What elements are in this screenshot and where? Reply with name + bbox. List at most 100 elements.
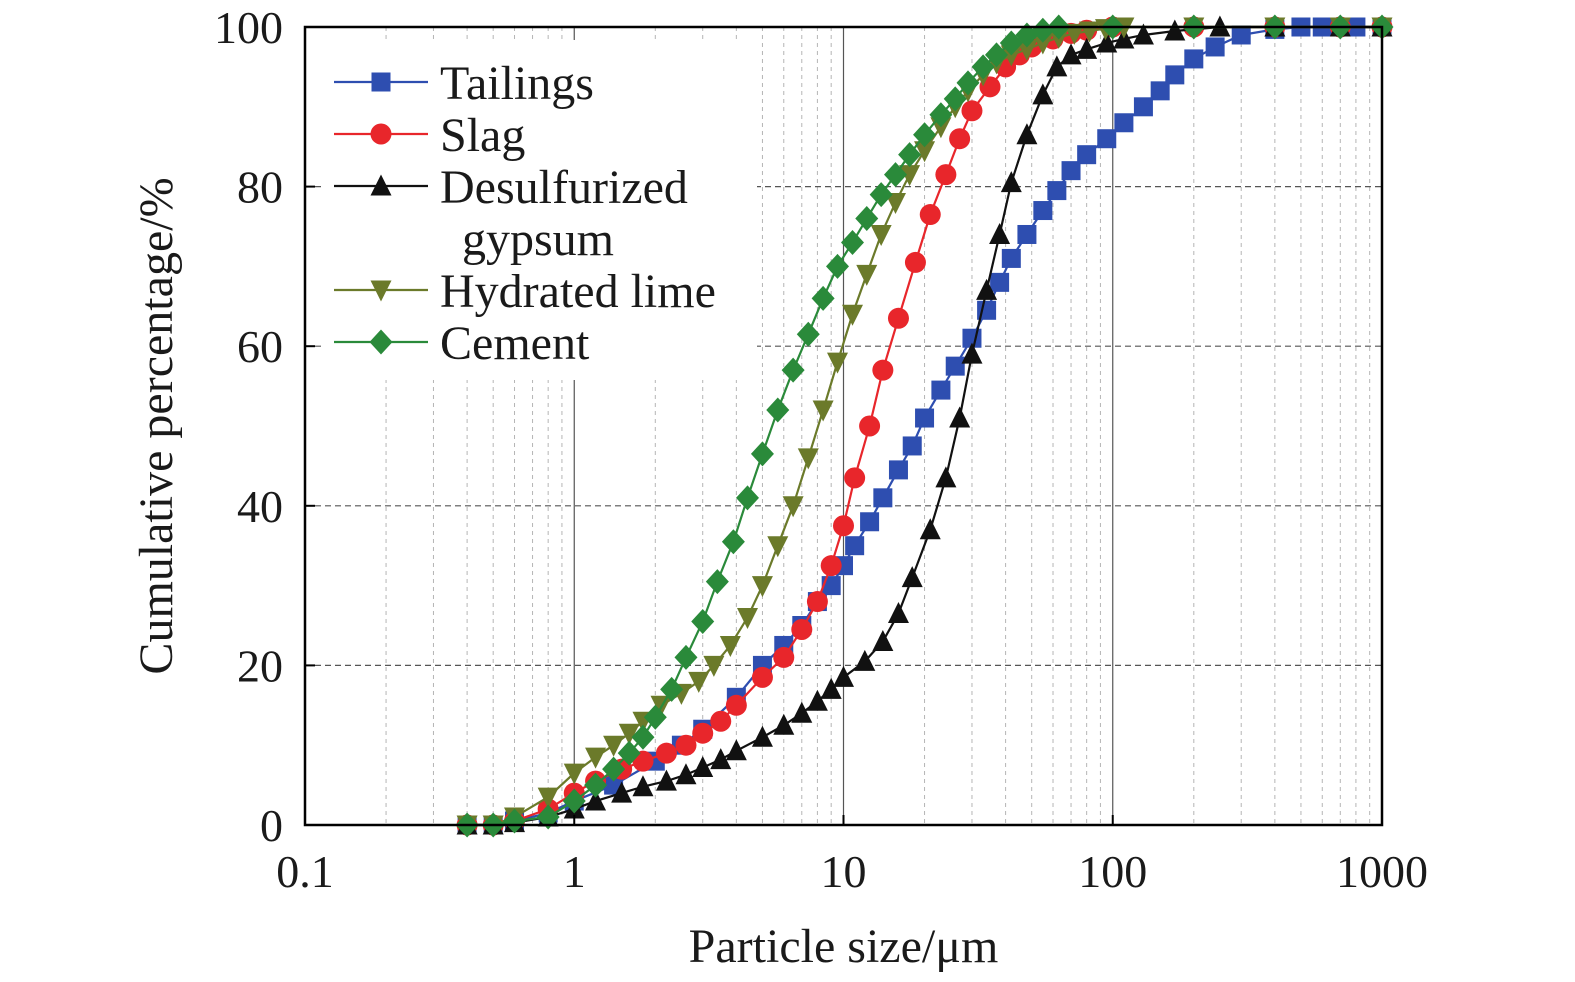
data-point [872, 629, 894, 651]
data-point [827, 352, 849, 374]
data-point [859, 415, 881, 437]
data-point [773, 646, 795, 668]
data-point [1001, 248, 1021, 268]
data-point [767, 536, 789, 558]
data-point [901, 566, 923, 588]
data-point [751, 576, 773, 598]
data-point [1032, 33, 1054, 55]
data-point [841, 304, 863, 326]
data-point [945, 356, 965, 376]
data-point [1061, 161, 1081, 181]
x-tick-label: 1000 [1336, 846, 1428, 897]
data-point [1132, 23, 1154, 45]
series-group [455, 14, 1394, 838]
data-point [1031, 17, 1055, 43]
data-point [931, 380, 951, 400]
data-point [883, 162, 907, 188]
data-point [844, 467, 866, 489]
data-point [710, 710, 732, 732]
data-point [703, 655, 725, 677]
data-point [563, 763, 585, 785]
data-point [766, 397, 790, 423]
data-point [856, 264, 878, 286]
data-point [1076, 37, 1098, 59]
data-point [904, 251, 926, 273]
data-point [660, 676, 684, 702]
data-point [674, 644, 698, 670]
series-4 [455, 14, 1394, 838]
data-point [984, 42, 1008, 68]
data-point [602, 756, 626, 782]
data-point [631, 724, 655, 750]
data-point [503, 808, 527, 834]
data-point [751, 666, 773, 688]
data-point [1184, 49, 1204, 69]
data-point [688, 671, 710, 693]
data-point [751, 725, 773, 747]
data-point [888, 460, 908, 480]
data-point [872, 359, 894, 381]
data-point [1032, 83, 1054, 105]
legend-label: Cement [440, 317, 590, 370]
data-point [725, 739, 747, 761]
data-point [820, 555, 842, 577]
data-point [833, 515, 854, 537]
data-point [919, 518, 941, 540]
data-point [860, 512, 880, 532]
data-point [826, 253, 850, 279]
data-point [989, 222, 1011, 244]
data-point [935, 466, 957, 488]
y-tick-label: 0 [260, 800, 283, 851]
data-point [691, 609, 715, 635]
data-point [585, 747, 607, 769]
data-point [919, 204, 941, 226]
data-point [584, 772, 608, 798]
data-point [1060, 43, 1082, 65]
data-point [725, 694, 747, 716]
data-point [721, 529, 745, 555]
legend-label: Slag [440, 109, 525, 162]
data-point [976, 278, 998, 300]
legend-item-0: Tailings [334, 57, 594, 110]
x-tick-label: 0.1 [276, 846, 334, 897]
data-point [943, 86, 967, 112]
legend-label: gypsum [462, 213, 614, 266]
legend-item-3: Hydrated lime [334, 265, 716, 318]
data-point [1164, 19, 1186, 41]
x-tick-label: 10 [821, 846, 867, 897]
data-point [873, 488, 893, 508]
data-point [705, 569, 729, 595]
data-point [655, 742, 677, 764]
data-point [990, 272, 1010, 292]
data-point [1097, 129, 1117, 149]
legend-label: Desulfurized [440, 161, 688, 214]
data-point [1096, 31, 1118, 53]
data-point [782, 496, 804, 518]
y-axis-title: Cumulative percentage/% [130, 177, 183, 674]
data-point [913, 122, 937, 148]
data-point [791, 618, 813, 640]
data-point [806, 591, 828, 613]
legend-marker [369, 329, 393, 355]
data-point [1016, 123, 1038, 145]
data-point [929, 102, 953, 128]
data-point [915, 408, 935, 428]
data-point [961, 342, 983, 364]
x-tick-label: 1 [563, 846, 586, 897]
data-point [1077, 145, 1097, 165]
data-point [675, 763, 697, 785]
data-point [1033, 201, 1053, 221]
data-point [1063, 23, 1085, 45]
data-point [773, 713, 795, 735]
data-point [1205, 37, 1225, 57]
data-point [1000, 171, 1022, 193]
data-point [1047, 181, 1067, 201]
data-point [617, 740, 641, 766]
data-point [692, 722, 714, 744]
legend-item-4: Cement [334, 317, 590, 370]
data-point [611, 781, 633, 803]
data-point [902, 436, 922, 456]
